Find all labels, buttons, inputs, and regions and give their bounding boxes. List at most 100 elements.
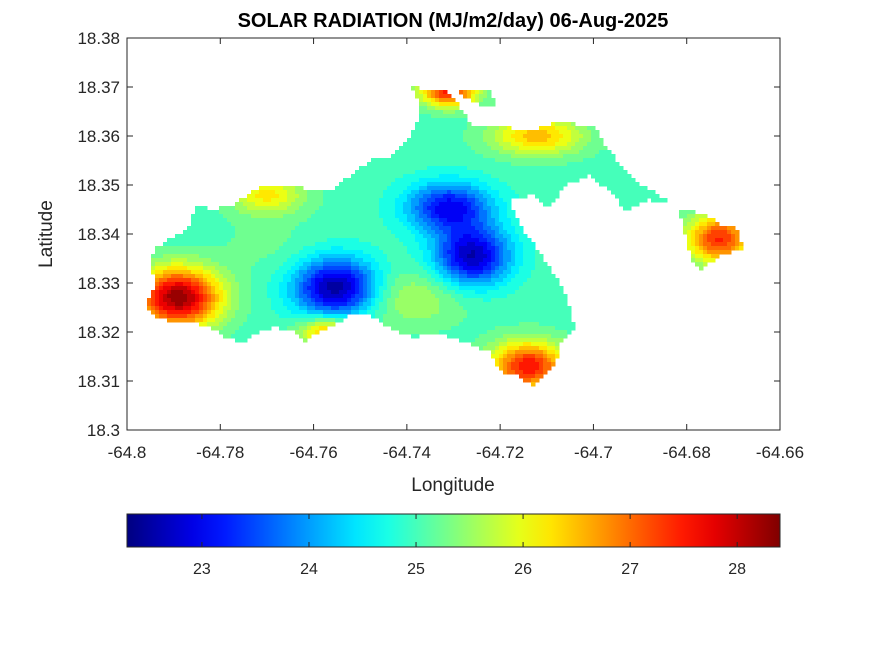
heatmap-cell xyxy=(459,330,464,335)
heatmap-cell xyxy=(359,182,364,187)
heatmap-cell xyxy=(327,318,332,323)
heatmap-cell xyxy=(499,338,504,343)
heatmap-cell xyxy=(271,314,276,319)
heatmap-cell xyxy=(543,194,548,199)
heatmap-cell xyxy=(311,262,316,267)
heatmap-cell xyxy=(399,266,404,271)
heatmap-cell xyxy=(383,286,388,291)
heatmap-cell xyxy=(403,302,408,307)
heatmap-cell xyxy=(567,166,572,171)
heatmap-cell xyxy=(575,146,580,151)
heatmap-cell xyxy=(211,290,216,295)
heatmap-cell xyxy=(211,266,216,271)
heatmap-cell xyxy=(203,302,208,307)
heatmap-cell xyxy=(499,230,504,235)
heatmap-cell xyxy=(495,330,500,335)
heatmap-cell xyxy=(563,154,568,159)
heatmap-cell xyxy=(247,262,252,267)
heatmap-cell xyxy=(403,182,408,187)
heatmap-cell xyxy=(363,302,368,307)
heatmap-cell xyxy=(535,374,540,379)
heatmap-cell xyxy=(563,162,568,167)
heatmap-cell xyxy=(255,214,260,219)
heatmap-cell xyxy=(207,306,212,311)
heatmap-cell xyxy=(399,170,404,175)
heatmap-cell xyxy=(479,98,484,103)
heatmap-cell xyxy=(603,146,608,151)
heatmap-cell xyxy=(503,158,508,163)
heatmap-cell xyxy=(539,274,544,279)
heatmap-cell xyxy=(455,270,460,275)
heatmap-cell xyxy=(507,146,512,151)
heatmap-cell xyxy=(427,186,432,191)
heatmap-cell xyxy=(259,214,264,219)
heatmap-cell xyxy=(555,154,560,159)
heatmap-cell xyxy=(211,282,216,287)
heatmap-cell xyxy=(191,298,196,303)
heatmap-cell xyxy=(207,214,212,219)
heatmap-cell xyxy=(271,322,276,327)
heatmap-cell xyxy=(707,230,712,235)
heatmap-cell xyxy=(151,306,156,311)
heatmap-cell xyxy=(495,242,500,247)
heatmap-cell xyxy=(331,262,336,267)
heatmap-cell xyxy=(415,166,420,171)
heatmap-cell xyxy=(211,298,216,303)
heatmap-cell xyxy=(423,250,428,255)
heatmap-cell xyxy=(515,326,520,331)
heatmap-cell xyxy=(287,310,292,315)
heatmap-cell xyxy=(335,266,340,271)
heatmap-cell xyxy=(555,130,560,135)
heatmap-cell xyxy=(651,198,656,203)
heatmap-cell xyxy=(471,310,476,315)
heatmap-cell xyxy=(599,154,604,159)
heatmap-cell xyxy=(391,210,396,215)
heatmap-cell xyxy=(539,270,544,275)
heatmap-cell xyxy=(391,290,396,295)
heatmap-cell xyxy=(503,262,508,267)
heatmap-cell xyxy=(203,258,208,263)
heatmap-cell xyxy=(503,146,508,151)
heatmap-cell xyxy=(359,286,364,291)
heatmap-cell xyxy=(575,130,580,135)
heatmap-cell xyxy=(703,230,708,235)
heatmap-cell xyxy=(435,194,440,199)
heatmap-cell xyxy=(351,274,356,279)
heatmap-cell xyxy=(551,306,556,311)
heatmap-cell xyxy=(207,278,212,283)
heatmap-cell xyxy=(439,314,444,319)
heatmap-cell xyxy=(447,318,452,323)
heatmap-cell xyxy=(495,202,500,207)
heatmap-cell xyxy=(315,274,320,279)
heatmap-cell xyxy=(463,242,468,247)
heatmap-cell xyxy=(415,258,420,263)
heatmap-cell xyxy=(231,314,236,319)
heatmap-cell xyxy=(443,274,448,279)
heatmap-cell xyxy=(431,198,436,203)
heatmap-cell xyxy=(371,210,376,215)
heatmap-cell xyxy=(319,266,324,271)
heatmap-cell xyxy=(499,190,504,195)
heatmap-cell xyxy=(511,286,516,291)
heatmap-cell xyxy=(263,234,268,239)
heatmap-cell xyxy=(403,326,408,331)
heatmap-cell xyxy=(291,282,296,287)
heatmap-cell xyxy=(439,218,444,223)
heatmap-cell xyxy=(191,314,196,319)
heatmap-cell xyxy=(279,306,284,311)
heatmap-cell xyxy=(543,294,548,299)
heatmap-cell xyxy=(543,362,548,367)
heatmap-cell xyxy=(539,326,544,331)
heatmap-cell xyxy=(191,254,196,259)
heatmap-cell xyxy=(203,270,208,275)
heatmap-cell xyxy=(491,162,496,167)
heatmap-cell xyxy=(439,254,444,259)
heatmap-cell xyxy=(575,158,580,163)
heatmap-cell xyxy=(459,114,464,119)
heatmap-cell xyxy=(323,194,328,199)
heatmap-cell xyxy=(167,266,172,271)
heatmap-cell xyxy=(439,138,444,143)
heatmap-cell xyxy=(203,210,208,215)
heatmap-cell xyxy=(307,322,312,327)
heatmap-cell xyxy=(483,214,488,219)
